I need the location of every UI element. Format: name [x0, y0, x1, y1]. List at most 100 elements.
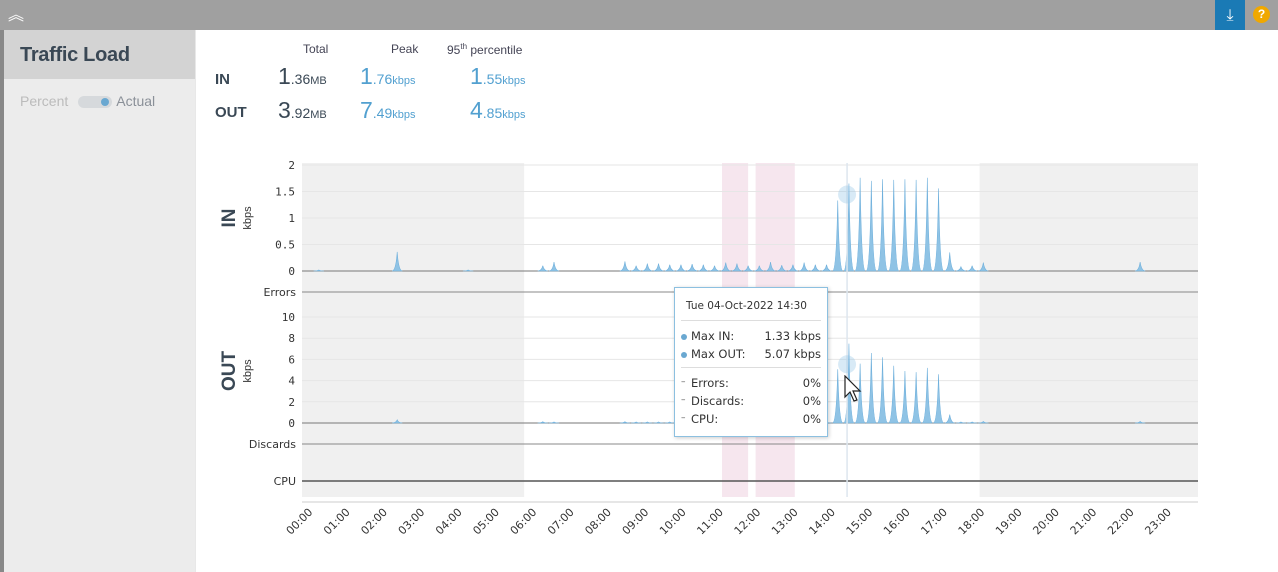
in-data-point: [462, 269, 474, 272]
tooltip-errors-label: Errors:: [691, 376, 729, 390]
hover-marker-out: [838, 355, 857, 374]
x-tick-label: 18:00: [956, 506, 988, 538]
in-total-unit: MB: [310, 75, 327, 87]
in-p95-unit: kbps: [502, 75, 526, 87]
tooltip-cpu-value: 0%: [802, 412, 821, 426]
in-data-point: [933, 188, 945, 272]
x-tick-label: 01:00: [321, 506, 353, 538]
in-peak-int: 1: [360, 63, 373, 89]
help-button[interactable]: ?: [1253, 6, 1270, 23]
toggle-actual-label[interactable]: Actual: [116, 93, 156, 109]
in-data-point: [630, 265, 642, 272]
out-data-point: [537, 421, 549, 424]
tooltip-errors-value: 0%: [802, 376, 821, 390]
chevron-double-up-icon[interactable]: ︽: [8, 5, 25, 24]
in-data-point: [313, 269, 325, 272]
out-data-point: [391, 419, 403, 424]
out-total-int: 3: [278, 97, 291, 123]
x-tick-label: 08:00: [582, 506, 614, 538]
in-axis-tick-label: 1: [288, 212, 295, 225]
header-p95: 95th percentile: [447, 42, 522, 57]
in-p95-dec: .55: [482, 71, 503, 87]
out-data-point: [978, 420, 989, 424]
in-data-point: [686, 264, 698, 272]
x-tick-label: 20:00: [1030, 506, 1062, 538]
p95-num: 95: [447, 43, 461, 57]
in-axis-unit: kbps: [242, 206, 254, 230]
mode-toggle-row: Percent Actual: [20, 93, 155, 109]
out-axis-tick-label: 2: [288, 396, 295, 409]
x-tick-label: 13:00: [769, 506, 801, 538]
in-data-point: [921, 177, 933, 272]
in-data-point: [832, 200, 844, 272]
out-p95-unit: kbps: [502, 109, 526, 121]
out-data-point: [966, 421, 978, 424]
out-data-point: [865, 353, 877, 424]
tooltip-divider: [681, 320, 821, 321]
out-data-point: [642, 421, 653, 424]
x-tick-label: 10:00: [657, 506, 689, 538]
x-tick-label: 16:00: [881, 506, 913, 538]
main-panel: Total Peak 95th percentile IN 1.36MB 1.7…: [196, 30, 1278, 572]
sidebar-title-bar: Traffic Load: [4, 30, 195, 79]
sidebar: Traffic Load Percent Actual: [4, 30, 195, 572]
tooltip-divider: [681, 367, 821, 368]
out-peak-unit: kbps: [392, 109, 416, 121]
offhours-band-0: [302, 163, 525, 497]
in-data-point: [854, 177, 866, 272]
offhours-band-1: [979, 163, 1198, 497]
out-data-point: [1134, 420, 1146, 424]
top-bar: ︽ ⤓ ?: [0, 0, 1278, 30]
x-tick-label: 23:00: [1142, 506, 1174, 538]
x-tick-label: 09:00: [620, 506, 652, 538]
out-data-point: [619, 421, 631, 424]
p95-sup: th: [460, 42, 468, 51]
out-peak-int: 7: [360, 97, 373, 123]
header-total: Total: [303, 42, 329, 56]
in-data-point: [1134, 261, 1146, 272]
in-data-point: [899, 179, 911, 272]
in-data-point: [910, 179, 922, 272]
x-tick-label: 21:00: [1068, 506, 1100, 538]
in-data-point: [709, 265, 720, 272]
out-total: 3.92MB: [278, 97, 327, 124]
out-p95: 4.85kbps: [470, 97, 526, 124]
tooltip-date: Tue 04-Oct-2022 14:30: [686, 300, 807, 312]
download-button[interactable]: ⤓: [1215, 0, 1245, 30]
out-axis-tick-label: 0: [288, 417, 295, 430]
x-tick-label: 04:00: [433, 506, 465, 538]
in-p95: 1.55kbps: [470, 63, 526, 90]
tooltip-discards-value: 0%: [802, 394, 821, 408]
in-data-point: [742, 265, 754, 272]
hover-marker-in: [838, 185, 857, 204]
x-tick-label: 05:00: [470, 506, 502, 538]
in-data-point: [754, 265, 765, 272]
out-data-point: [854, 363, 866, 424]
toggle-percent-label[interactable]: Percent: [20, 93, 69, 109]
out-p95-int: 4: [470, 97, 483, 123]
in-data-point: [720, 262, 731, 272]
in-total-dec: .36: [290, 71, 311, 87]
in-data-point: [810, 264, 821, 272]
sidebar-title: Traffic Load: [20, 44, 130, 66]
out-data-point: [921, 367, 933, 424]
percent-actual-toggle[interactable]: [78, 96, 113, 109]
in-axis-tick-label: 0: [288, 265, 295, 278]
in-peak: 1.76kbps: [360, 63, 416, 90]
out-axis-title: OUT: [219, 351, 240, 392]
out-data-point: [877, 357, 889, 424]
out-total-unit: MB: [310, 109, 327, 121]
in-data-point: [821, 264, 832, 272]
in-data-point: [944, 252, 956, 272]
left-edge: [0, 30, 4, 572]
in-data-point: [798, 262, 810, 272]
in-data-point: [664, 264, 675, 272]
in-data-point: [888, 179, 900, 272]
out-axis-tick-label: 4: [288, 375, 295, 388]
download-icon: ⤓: [1226, 5, 1234, 24]
cpu-row-label: CPU: [274, 475, 296, 488]
out-peak-dec: .49: [372, 105, 393, 121]
header-peak: Peak: [391, 42, 419, 56]
x-tick-label: 02:00: [358, 506, 390, 538]
